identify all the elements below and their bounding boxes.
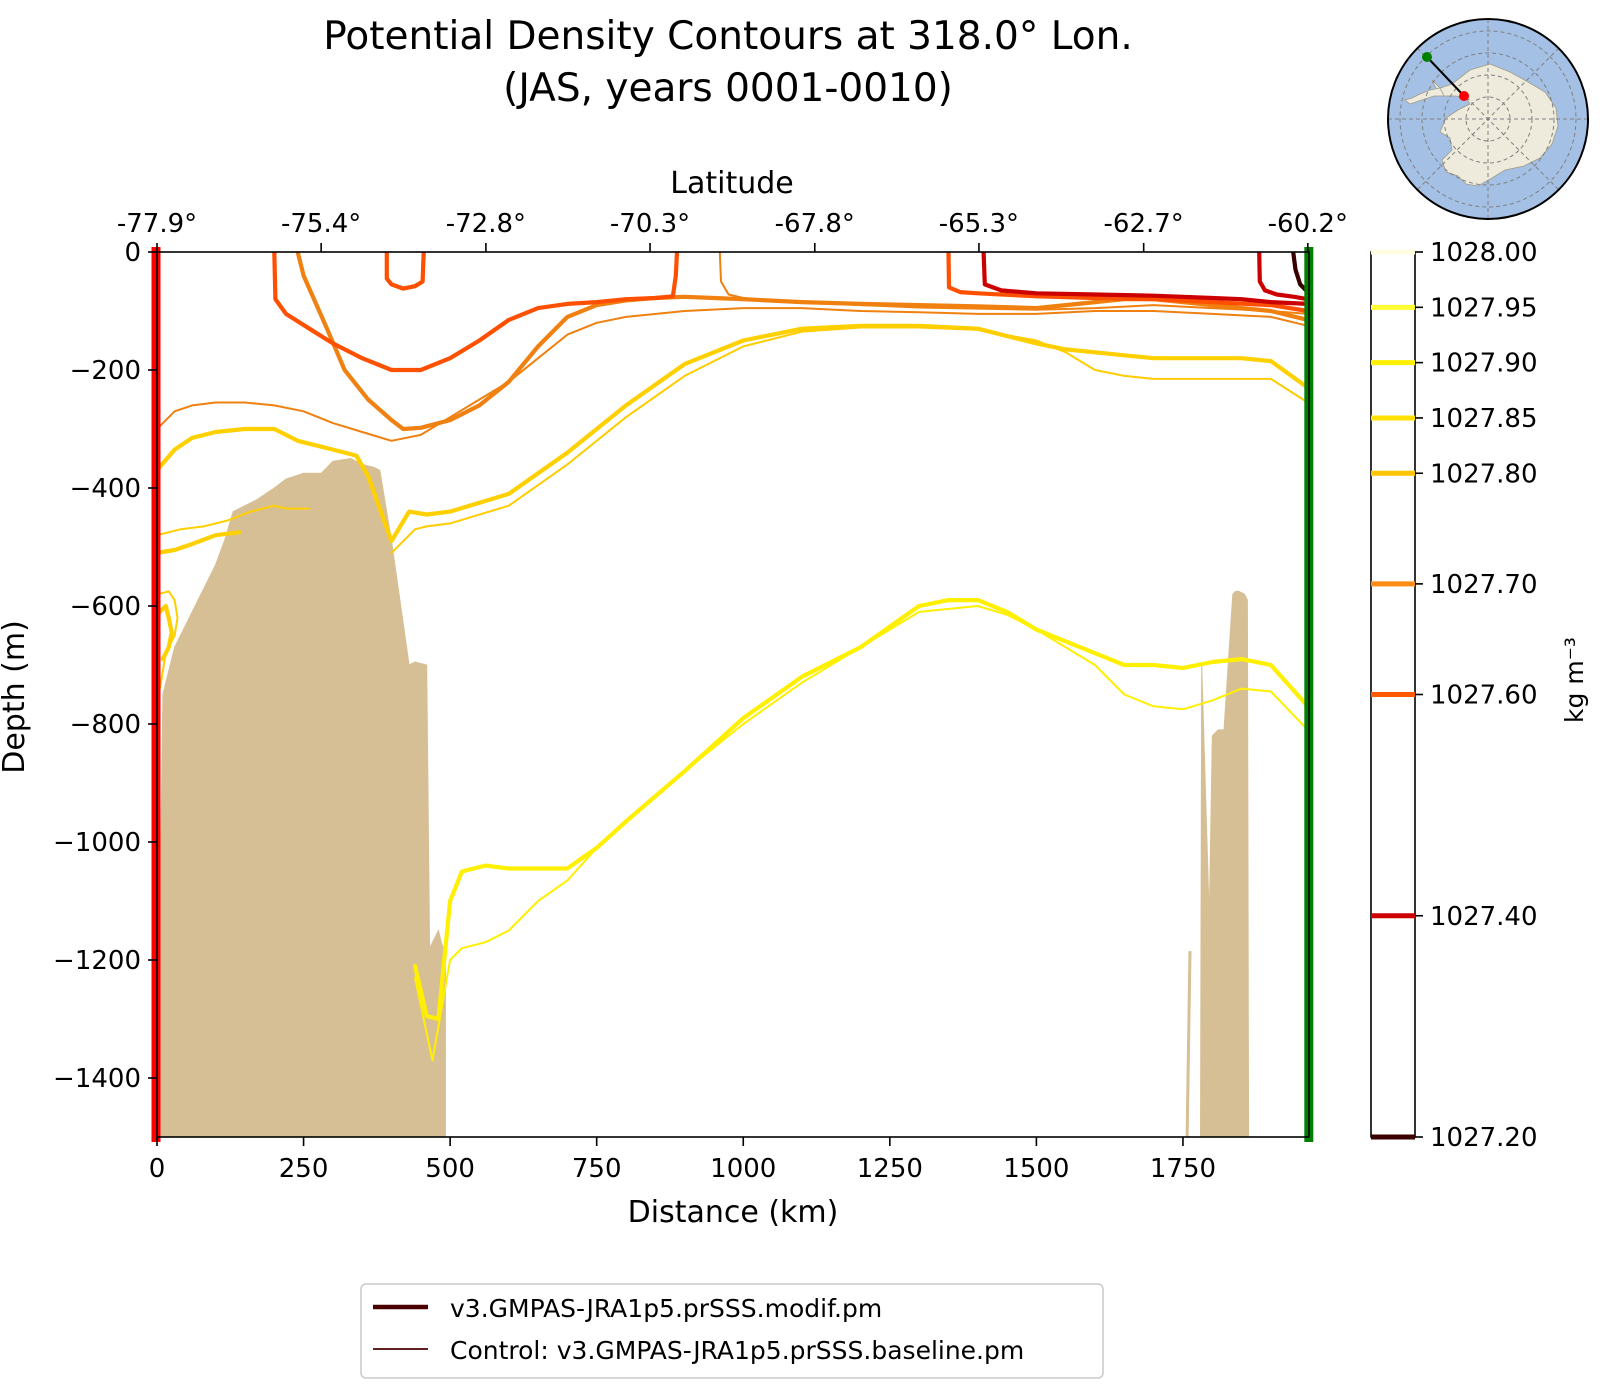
top-tick-label: -77.9°: [117, 209, 197, 239]
contour-line-1027.4-modif-14: [981, 252, 1309, 306]
x-tick-label: 750: [572, 1154, 622, 1184]
legend-frame: [360, 1283, 1104, 1379]
contour-line-1027.7-control-9: [157, 307, 1309, 442]
x-tick-label: 250: [279, 1154, 329, 1184]
colorbar-label: kg m⁻³: [1560, 637, 1589, 723]
colorbar: 1028.00 1027.95 1027.90 1027.85 1027.80 1027.…: [1370, 238, 1589, 1153]
contour-line-1027.8-control-4: [157, 504, 311, 537]
y-tick-label: 0: [124, 238, 141, 268]
contour-line-1027.6-modif-13: [946, 252, 1309, 314]
top-tick-label: -72.8°: [446, 209, 526, 239]
top-latitude-ticks: -77.9° -75.4° -72.8° -70.3° -67.8° -65.3° -62.…: [117, 209, 1348, 252]
x-ticks: 0 250 500 750 1000 1250 1500 1750: [149, 1137, 1216, 1184]
contour-line-1027.9-control-1: [414, 605, 1309, 1062]
colorbar-tick-label: 1027.70: [1430, 570, 1538, 600]
x-tick-label: 500: [425, 1154, 475, 1184]
contour-line-1027.6-modif-11: [272, 252, 680, 373]
colorbar-tick-label: 1027.85: [1430, 404, 1538, 434]
top-tick-label: -60.2°: [1268, 209, 1348, 239]
colorbar-tick-label: 1027.20: [1430, 1123, 1538, 1153]
antarctic-peninsula: [1404, 87, 1445, 105]
plot-frame: [156, 251, 1310, 1138]
contour-line-1027.7-modif-8: [295, 252, 1309, 432]
chart-title: Potential Density Contours at 318.0° Lon…: [323, 14, 1133, 59]
map-border: [1387, 18, 1589, 220]
contour-line-1027.7-control-10: [718, 252, 1309, 315]
contour-line-1027.4-modif-15: [1257, 252, 1309, 302]
x-tick-label: 1750: [1150, 1154, 1216, 1184]
plot-area: 0 250 500 750 1000 1250 1500 1750 0 −200 −400 −600…: [53, 209, 1348, 1184]
colorbar-tick-label: 1027.40: [1430, 902, 1538, 932]
map-section-end-point: [1422, 52, 1432, 62]
contour-line-1027.2-modif-16: [1291, 252, 1309, 293]
map-section-line: [1426, 56, 1465, 97]
top-tick-label: -67.8°: [775, 209, 855, 239]
y-ticks: 0 −200 −400 −600 −800 −1000 −1200 −1400: [53, 238, 157, 1094]
bathymetry-left: [157, 457, 446, 1137]
y-axis-label: Depth (m): [0, 620, 32, 774]
bathymetry-spike: [1185, 951, 1192, 1137]
contour-line-1027.85-modif-2: [157, 323, 1309, 544]
y-tick-label: −800: [70, 710, 141, 740]
top-tick-label: -65.3°: [939, 209, 1019, 239]
y-tick-label: −1200: [53, 946, 141, 976]
legend-label-control: Control: v3.GMPAS-JRA1p5.prSSS.baseline.…: [450, 1336, 1024, 1365]
map-graticule: [1388, 19, 1588, 219]
colorbar-levels: 1028.00 1027.95 1027.90 1027.85 1027.80 1027.…: [1371, 238, 1538, 1153]
contour-line-1027.6-modif-12: [384, 252, 426, 291]
colorbar-tick-label: 1027.60: [1430, 681, 1538, 711]
colorbar-tick-label: 1027.80: [1430, 459, 1538, 489]
chart-subtitle: (JAS, years 0001-0010): [503, 66, 953, 111]
contour-line-1027.8-modif-7: [157, 603, 174, 662]
legend-label-modif: v3.GMPAS-JRA1p5.prSSS.modif.pm: [450, 1294, 882, 1323]
y-tick-label: −1400: [53, 1064, 141, 1094]
colorbar-tick-label: 1027.95: [1430, 293, 1538, 323]
bathymetry-layer: [157, 457, 1250, 1137]
inset-polar-map: [1387, 18, 1589, 220]
bathymetry-right: [1199, 590, 1250, 1137]
x-axis-label: Distance (km): [628, 1195, 839, 1230]
y-tick-label: −400: [70, 474, 141, 504]
top-tick-label: -75.4°: [281, 209, 361, 239]
legend: v3.GMPAS-JRA1p5.prSSS.modif.pm Control: …: [360, 1283, 1104, 1379]
x-tick-label: 1250: [857, 1154, 923, 1184]
top-tick-label: -62.7°: [1104, 209, 1184, 239]
top-tick-label: -70.3°: [610, 209, 690, 239]
top-axis-label: Latitude: [670, 166, 793, 201]
y-tick-label: −600: [70, 592, 141, 622]
x-tick-label: 1500: [1003, 1154, 1069, 1184]
map-section-start-point: [1459, 91, 1469, 101]
y-tick-label: −1000: [53, 828, 141, 858]
x-tick-label: 1000: [710, 1154, 776, 1184]
contour-layer: [157, 252, 1309, 1062]
colorbar-tick-label: 1028.00: [1430, 238, 1538, 268]
contour-line-1027.8-modif-5: [157, 530, 242, 556]
x-tick-label: 0: [149, 1154, 166, 1184]
y-tick-label: −200: [70, 356, 141, 386]
contour-line-1027.9-modif-0: [412, 597, 1309, 1022]
contour-line-1027.85-control-3: [390, 326, 1309, 554]
colorbar-tick-label: 1027.90: [1430, 349, 1538, 379]
